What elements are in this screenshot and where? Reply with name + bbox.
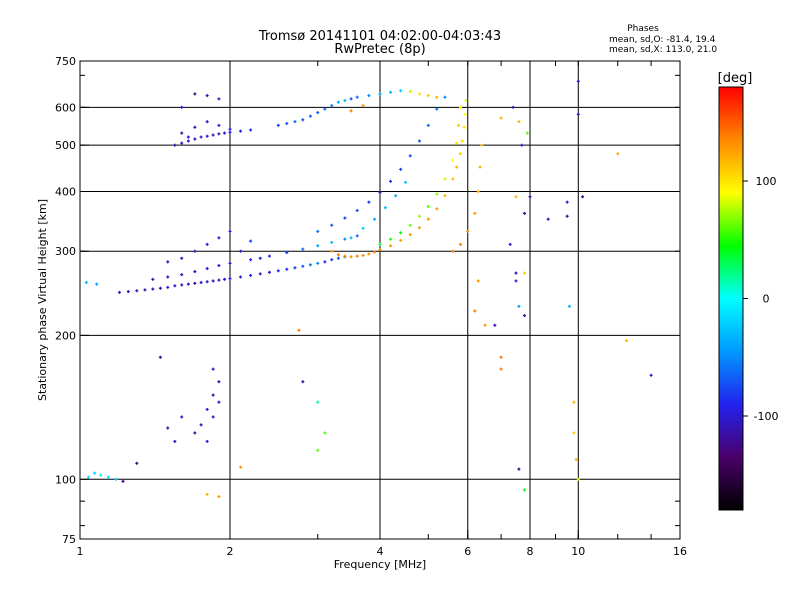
colorbar-tick-label: 0 (763, 293, 770, 306)
y-tick-label: 75 (62, 533, 76, 546)
stats-header: Phases (627, 24, 659, 34)
y-tick-label: 600 (55, 101, 76, 114)
colorbar-tick-label: 100 (756, 175, 777, 188)
y-tick-label: 100 (55, 473, 76, 486)
y-tick-label: 400 (55, 185, 76, 198)
x-tick-label: 6 (464, 545, 471, 558)
y-axis-label: Stationary phase Virtual Height [km] (36, 199, 49, 401)
x-tick-label: 16 (673, 545, 687, 558)
x-tick-label: 1 (77, 545, 84, 558)
y-tick-label: 300 (55, 245, 76, 258)
x-tick-label: 8 (527, 545, 534, 558)
stats-o-mode: mean, sd,O: -81.4, 19.4 (609, 35, 716, 45)
x-tick-label: 10 (571, 545, 585, 558)
chart-subtitle: RwPretec (8p) (334, 42, 425, 57)
x-tick-label: 4 (377, 545, 384, 558)
x-tick-label: 2 (227, 545, 234, 558)
ionogram-figure: Tromsø 20141101 04:02:00-04:03:43 RwPret… (0, 0, 800, 600)
x-axis-label: Frequency [MHz] (334, 558, 426, 571)
y-tick-label: 750 (55, 55, 76, 68)
y-tick-label: 200 (55, 329, 76, 342)
colorbar-tick-label: -100 (754, 410, 779, 423)
colorbar-label: [deg] (718, 71, 753, 86)
y-tick-label: 500 (55, 139, 76, 152)
colorbar (719, 87, 743, 510)
stats-x-mode: mean, sd,X: 113.0, 21.0 (609, 45, 717, 55)
colorbar-ticks: 100 0 -100 (743, 175, 778, 423)
